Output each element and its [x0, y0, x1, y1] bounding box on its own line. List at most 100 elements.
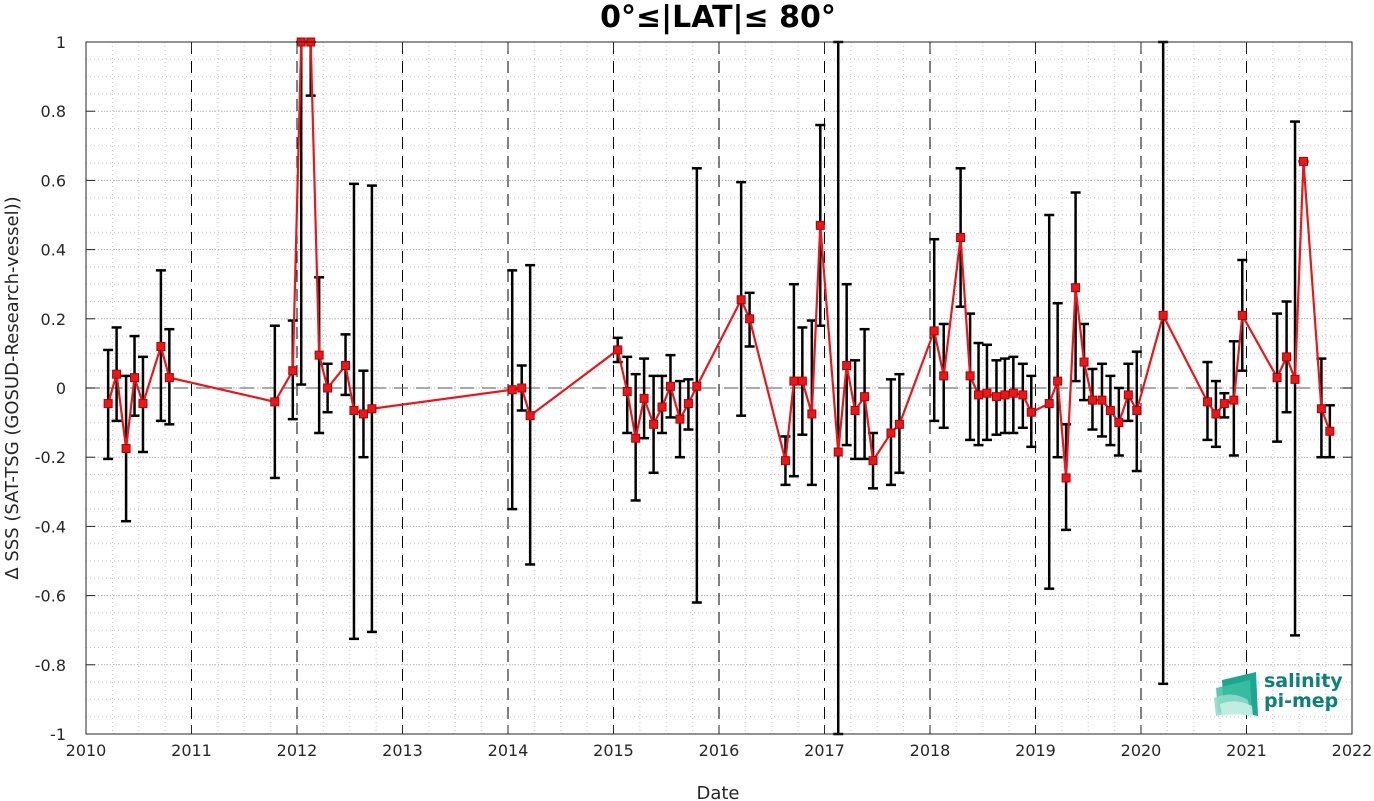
x-tick-label: 2015 [593, 741, 634, 760]
data-point-marker [1316, 404, 1326, 414]
data-point-marker [517, 383, 527, 393]
data-point-marker [525, 411, 535, 421]
data-point-marker [894, 419, 904, 429]
data-point-marker [1123, 390, 1133, 400]
data-point-marker [103, 399, 113, 409]
x-tick-label: 2018 [910, 741, 951, 760]
data-point-marker [815, 220, 825, 230]
data-point-marker [929, 326, 939, 336]
data-point-marker [164, 373, 174, 383]
data-point-marker [1114, 418, 1124, 428]
data-point-marker [842, 361, 852, 371]
data-point-marker [1000, 390, 1010, 400]
data-point-marker [121, 444, 131, 454]
data-point-marker [797, 376, 807, 386]
data-point-marker [649, 419, 659, 429]
y-tick-label: 0 [56, 379, 66, 398]
data-point-marker [1087, 395, 1097, 405]
data-point-marker [1229, 395, 1239, 405]
data-point-marker [1097, 395, 1107, 405]
data-point-marker [692, 381, 702, 391]
data-point-marker [886, 428, 896, 438]
data-point-marker [789, 376, 799, 386]
data-point-marker [341, 361, 351, 371]
x-tick-label: 2022 [1332, 741, 1373, 760]
data-point-marker [1061, 473, 1071, 483]
data-point-marker [675, 414, 685, 424]
data-point-marker [130, 373, 140, 383]
chart-title: 0°≤|LAT|≤ 80° [600, 0, 836, 35]
data-point-marker [1053, 376, 1063, 386]
data-point-marker [1219, 399, 1229, 409]
x-axis-label: Date [696, 783, 739, 801]
data-point-marker [1079, 357, 1089, 367]
data-point-marker [1026, 407, 1036, 417]
data-point-marker [1105, 405, 1115, 415]
x-tick-label: 2014 [488, 741, 529, 760]
data-point-marker [974, 390, 984, 400]
data-point-marker [1044, 399, 1054, 409]
axis-ticks: 2010 2011 2012 2013 2014 2015 2016 2017 2018 2019… [35, 33, 1373, 760]
data-point-marker [622, 386, 632, 396]
data-point-marker [868, 456, 878, 466]
data-point-marker [631, 433, 641, 443]
data-point-marker [1211, 409, 1221, 419]
data-point-marker [939, 371, 949, 381]
data-point-marker [1202, 397, 1212, 407]
x-tick-label: 2020 [1121, 741, 1162, 760]
y-tick-label: -0.4 [35, 517, 66, 536]
data-point-marker [1325, 426, 1335, 436]
x-tick-label: 2017 [804, 741, 845, 760]
logo-line2: pi-mep [1264, 690, 1338, 712]
data-point-marker [1298, 156, 1308, 166]
data-point-marker [358, 409, 368, 419]
y-tick-label: 0.4 [41, 241, 66, 260]
data-point-marker [982, 388, 992, 398]
y-tick-label: -0.8 [35, 656, 66, 675]
y-tick-label: -1 [50, 725, 66, 744]
data-point-marker [112, 369, 122, 379]
y-tick-label: 0.2 [41, 310, 66, 329]
data-point-marker [1018, 390, 1028, 400]
data-point-marker [657, 402, 667, 412]
x-tick-label: 2013 [382, 741, 423, 760]
data-point-marker [1008, 388, 1018, 398]
data-point-marker [833, 447, 843, 457]
data-point-marker [1132, 405, 1142, 415]
x-tick-label: 2016 [699, 741, 740, 760]
series-markers [103, 37, 1335, 483]
data-point-marker [965, 371, 975, 381]
data-point-marker [1237, 310, 1247, 320]
data-point-marker [323, 383, 333, 393]
data-point-marker [850, 405, 860, 415]
y-tick-label: 0.8 [41, 102, 66, 121]
data-point-marker [745, 314, 755, 324]
y-tick-label: -0.2 [35, 448, 66, 467]
data-point-marker [156, 341, 166, 351]
data-point-marker [1272, 373, 1282, 383]
data-point-marker [807, 409, 817, 419]
logo-line1: salinity [1264, 670, 1343, 692]
data-point-marker [683, 399, 693, 409]
y-tick-label: 1 [56, 33, 66, 52]
x-tick-label: 2011 [171, 741, 212, 760]
data-point-marker [736, 295, 746, 305]
logo-wave-icon [1214, 672, 1258, 716]
data-point-marker [270, 397, 280, 407]
data-point-marker [956, 232, 966, 242]
data-point-marker [1290, 374, 1300, 384]
data-point-marker [1282, 352, 1292, 362]
y-tick-label: -0.6 [35, 587, 66, 606]
data-point-marker [367, 404, 377, 414]
x-tick-label: 2021 [1226, 741, 1267, 760]
y-axis-label: Δ SSS (SAT-TSG (GOSUD-Research-vessel)) [2, 196, 23, 579]
data-point-marker [1071, 283, 1081, 293]
data-point-marker [639, 393, 649, 403]
salinity-pimep-logo: salinity pi-mep [1214, 670, 1343, 716]
data-point-marker [288, 366, 298, 376]
data-point-marker [1158, 310, 1168, 320]
data-point-marker [991, 392, 1001, 402]
data-point-marker [613, 345, 623, 355]
data-point-marker [138, 399, 148, 409]
